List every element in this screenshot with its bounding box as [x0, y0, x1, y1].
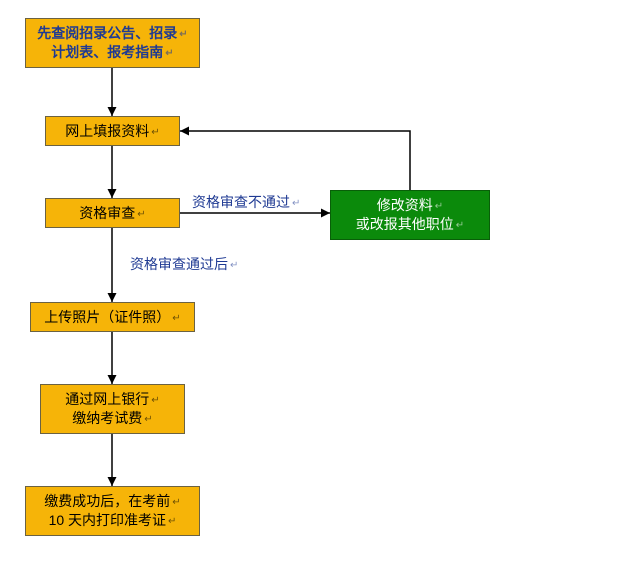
edges-layer: [0, 0, 640, 568]
edge-label-fail: 资格审查不通过↵: [192, 192, 300, 212]
node-text-line: 上传照片（证件照）↵: [44, 308, 180, 327]
flowchart-node-n1: 先查阅招录公告、招录↵计划表、报考指南↵: [25, 18, 200, 68]
flowchart-node-n6: 缴费成功后，在考前↵10 天内打印准考证↵: [25, 486, 200, 536]
node-text-line: 缴费成功后，在考前↵: [44, 492, 180, 511]
node-text-line: 修改资料↵: [356, 196, 464, 215]
enter-mark-icon: ↵: [456, 219, 464, 233]
node-text-line: 网上填报资料↵: [65, 122, 159, 141]
enter-mark-icon: ↵: [179, 28, 187, 42]
enter-mark-icon: ↵: [165, 47, 173, 61]
node-text-line: 计划表、报考指南↵: [37, 43, 187, 62]
flowchart-node-n3: 资格审查↵: [45, 198, 180, 228]
enter-mark-icon: ↵: [435, 200, 443, 214]
node-text-line: 10 天内打印准考证↵: [44, 511, 180, 530]
enter-mark-icon: ↵: [292, 198, 300, 209]
node-text-line: 通过网上银行↵: [65, 390, 159, 409]
enter-mark-icon: ↵: [172, 496, 180, 510]
node-text-line: 缴纳考试费↵: [65, 409, 159, 428]
flowchart-canvas: 先查阅招录公告、招录↵计划表、报考指南↵ 网上填报资料↵ 资格审查↵ 上传照片（证件照…: [0, 0, 640, 568]
edge-e7: [180, 131, 410, 190]
node-text-line: 或改报其他职位↵: [356, 215, 464, 234]
flowchart-node-n2: 网上填报资料↵: [45, 116, 180, 146]
flowchart-node-n7: 修改资料↵或改报其他职位↵: [330, 190, 490, 240]
enter-mark-icon: ↵: [137, 208, 145, 222]
enter-mark-icon: ↵: [151, 126, 159, 140]
flowchart-node-n4: 上传照片（证件照）↵: [30, 302, 195, 332]
node-text-line: 资格审查↵: [79, 204, 145, 223]
edge-label-pass: 资格审查通过后↵: [130, 254, 238, 274]
enter-mark-icon: ↵: [144, 413, 152, 427]
flowchart-node-n5: 通过网上银行↵缴纳考试费↵: [40, 384, 185, 434]
enter-mark-icon: ↵: [172, 312, 180, 326]
node-text-line: 先查阅招录公告、招录↵: [37, 24, 187, 43]
enter-mark-icon: ↵: [230, 260, 238, 271]
enter-mark-icon: ↵: [168, 515, 176, 529]
enter-mark-icon: ↵: [151, 394, 159, 408]
